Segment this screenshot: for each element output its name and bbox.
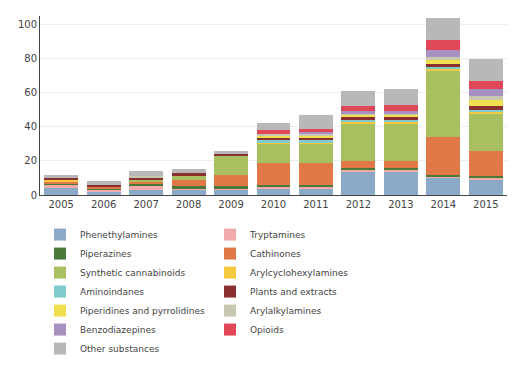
- svg-text:60: 60: [24, 87, 37, 98]
- svg-text:2006: 2006: [91, 199, 116, 210]
- svg-text:Piperazines: Piperazines: [80, 249, 132, 259]
- svg-text:0: 0: [31, 190, 37, 201]
- svg-text:40: 40: [24, 121, 37, 132]
- svg-text:2007: 2007: [133, 199, 158, 210]
- svg-text:Arylalkylamines: Arylalkylamines: [250, 306, 321, 316]
- svg-text:2012: 2012: [346, 199, 371, 210]
- svg-text:2013: 2013: [388, 199, 413, 210]
- svg-text:2009: 2009: [218, 199, 243, 210]
- svg-text:2010: 2010: [261, 199, 286, 210]
- svg-text:100: 100: [18, 19, 37, 30]
- svg-text:2011: 2011: [303, 199, 328, 210]
- svg-text:Benzodiazepines: Benzodiazepines: [80, 325, 156, 335]
- svg-text:2008: 2008: [176, 199, 201, 210]
- svg-text:Cathinones: Cathinones: [250, 249, 301, 259]
- svg-text:Arylcyclohexylamines: Arylcyclohexylamines: [250, 268, 348, 278]
- svg-text:Phenethylamines: Phenethylamines: [80, 230, 158, 240]
- svg-text:Opioids: Opioids: [250, 325, 284, 335]
- svg-text:20: 20: [24, 155, 37, 166]
- svg-text:Tryptamines: Tryptamines: [249, 230, 305, 240]
- svg-text:2014: 2014: [431, 199, 456, 210]
- svg-text:Piperidines and pyrrolidines: Piperidines and pyrrolidines: [80, 306, 205, 316]
- svg-text:Synthetic cannabinoids: Synthetic cannabinoids: [80, 268, 185, 278]
- svg-text:Other substances: Other substances: [80, 344, 159, 354]
- svg-text:Aminoindanes: Aminoindanes: [80, 287, 144, 297]
- svg-text:2005: 2005: [49, 199, 74, 210]
- svg-text:2015: 2015: [473, 199, 498, 210]
- svg-text:80: 80: [24, 53, 37, 64]
- svg-text:Plants and extracts: Plants and extracts: [250, 287, 337, 297]
